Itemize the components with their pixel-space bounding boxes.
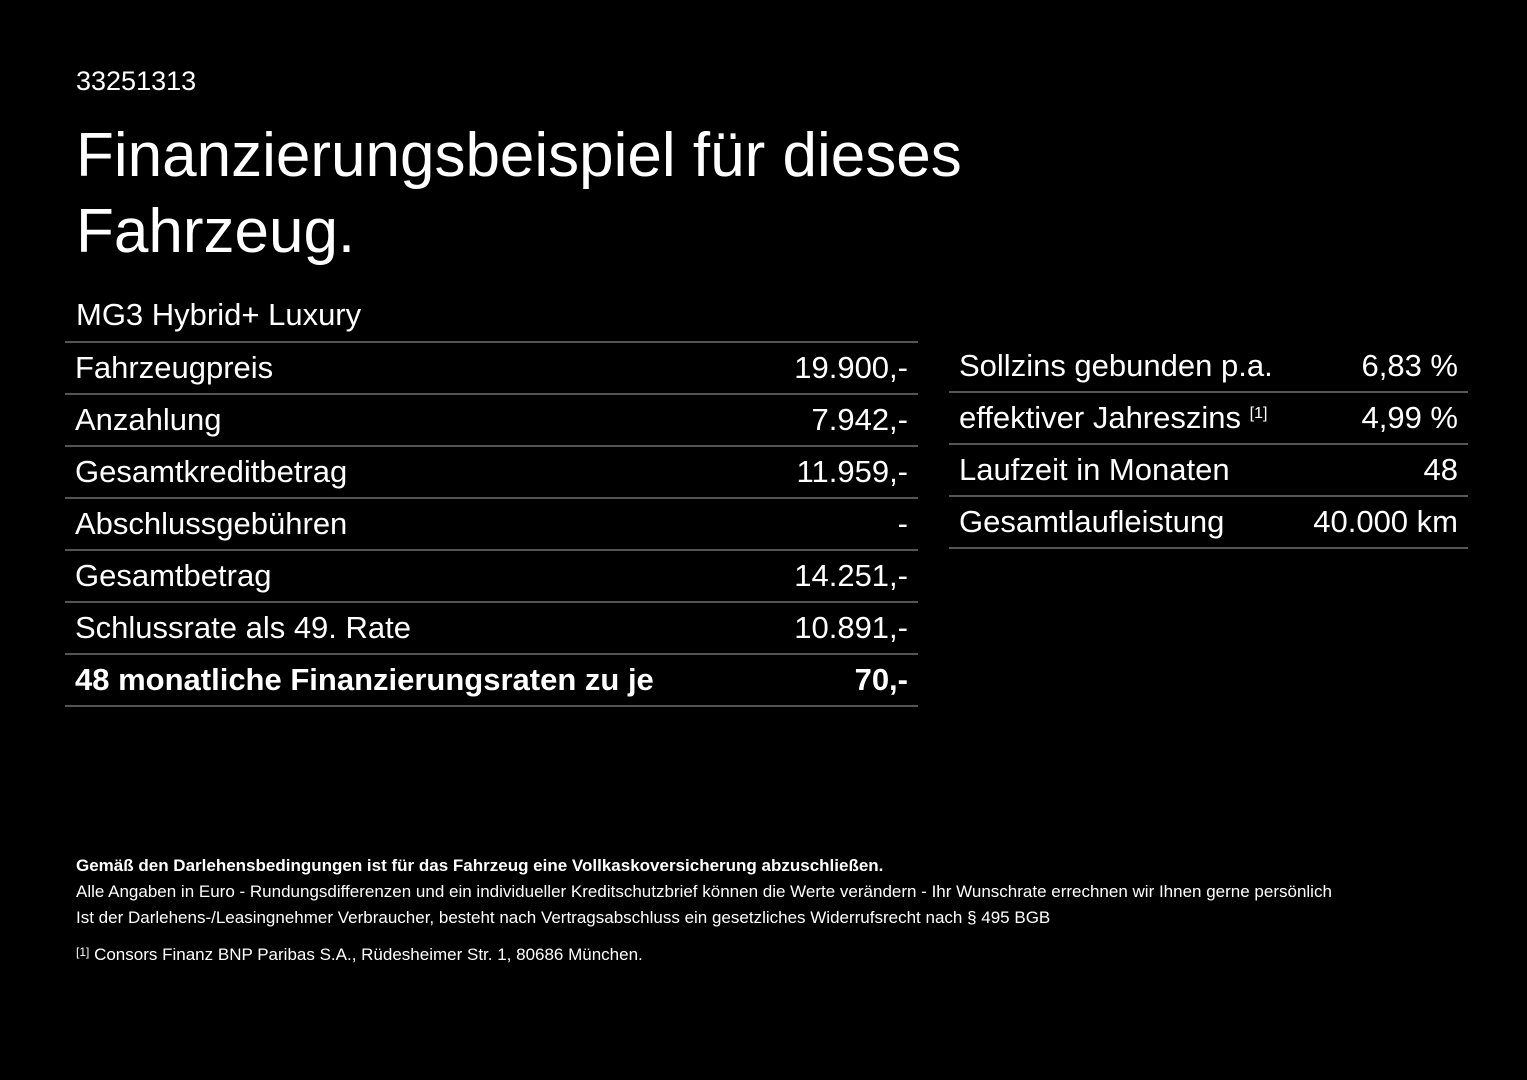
footer-line: Ist der Darlehens-/Leasingnehmer Verbrau… xyxy=(76,908,1051,927)
label-text: Sollzins gebunden p.a. xyxy=(959,348,1273,383)
value: - xyxy=(762,498,918,551)
label: Gesamtkreditbetrag xyxy=(65,446,763,499)
row: Gesamtkreditbetrag 11.959,- xyxy=(65,446,918,499)
offer-id: 33251313 xyxy=(76,66,197,96)
left-table: Fahrzeugpreis 19.900,- Anzahlung 7.942,- Ges… xyxy=(65,341,918,707)
label-text: Schlussrate als 49. Rate xyxy=(75,610,412,645)
row: Fahrzeugpreis 19.900,- xyxy=(65,342,918,395)
label-text: Laufzeit in Monaten xyxy=(959,452,1230,487)
label-text: Gesamtkreditbetrag xyxy=(75,454,348,489)
footer-line: Alle Angaben in Euro - Rundungsdifferenz… xyxy=(76,882,1332,901)
title-line: Finanzierungsbeispiel für dieses xyxy=(76,121,962,190)
row: Abschlussgebühren - xyxy=(65,498,918,551)
value: 4,99 % xyxy=(1296,392,1468,445)
row: effektiver Jahreszins [1] 4,99 % xyxy=(949,392,1468,445)
label: Gesamtlaufleistung xyxy=(949,496,1297,549)
value: 10.891,- xyxy=(762,602,918,655)
note: Consors Finanz BNP Paribas S.A., Rüdeshe… xyxy=(94,945,643,964)
value: 48 xyxy=(1296,444,1468,497)
value: 14.251,- xyxy=(762,550,918,603)
right-table: Sollzins gebunden p.a. 6,83 % effektiver J… xyxy=(949,341,1468,549)
row: Gesamtbetrag 14.251,- xyxy=(65,550,918,603)
title: Finanzierungsbeispiel für dieses Fahrzeug… xyxy=(76,118,962,270)
footer: Gemäß den Darlehensbedingungen ist für d… xyxy=(76,853,1332,968)
row: Schlussrate als 49. Rate 10.891,- xyxy=(65,602,918,655)
model: MG3 Hybrid+ Luxury xyxy=(76,297,362,332)
note-mark: [1] xyxy=(76,945,90,959)
value: 70,- xyxy=(762,654,918,707)
footnote-ref: [1] xyxy=(1249,405,1268,422)
row: Gesamtlaufleistung 40.000 km xyxy=(949,496,1468,549)
label: Gesamtbetrag xyxy=(65,550,763,603)
title-line: Fahrzeug. xyxy=(76,197,356,266)
label: Anzahlung xyxy=(65,394,763,447)
value: 40.000 km xyxy=(1296,496,1468,549)
label: Laufzeit in Monaten xyxy=(949,444,1297,497)
label: effektiver Jahreszins [1] xyxy=(949,392,1297,445)
label: Schlussrate als 49. Rate xyxy=(65,602,763,655)
label-text: effektiver Jahreszins xyxy=(959,400,1241,435)
label: Sollzins gebunden p.a. xyxy=(949,341,1297,393)
label-text: 48 monatliche Finanzierungsraten zu je xyxy=(75,662,654,697)
value: 6,83 % xyxy=(1296,341,1468,393)
value: 19.900,- xyxy=(762,342,918,395)
label: Fahrzeugpreis xyxy=(65,342,763,395)
row: Sollzins gebunden p.a. 6,83 % xyxy=(949,341,1468,393)
label: 48 monatliche Finanzierungsraten zu je xyxy=(65,654,763,707)
value: 7.942,- xyxy=(762,394,918,447)
row: Laufzeit in Monaten 48 xyxy=(949,444,1468,497)
label-text: Gesamtlaufleistung xyxy=(959,504,1225,539)
row: Anzahlung 7.942,- xyxy=(65,394,918,447)
label: Abschlussgebühren xyxy=(65,498,763,551)
label-text: Fahrzeugpreis xyxy=(75,350,274,385)
row: 48 monatliche Finanzierungsraten zu je 70… xyxy=(65,654,918,707)
label-text: Abschlussgebühren xyxy=(75,506,348,541)
footer-bold: Gemäß den Darlehensbedingungen ist für d… xyxy=(76,856,884,875)
label-text: Anzahlung xyxy=(75,402,222,437)
label-text: Gesamtbetrag xyxy=(75,558,272,593)
value: 11.959,- xyxy=(762,446,918,499)
